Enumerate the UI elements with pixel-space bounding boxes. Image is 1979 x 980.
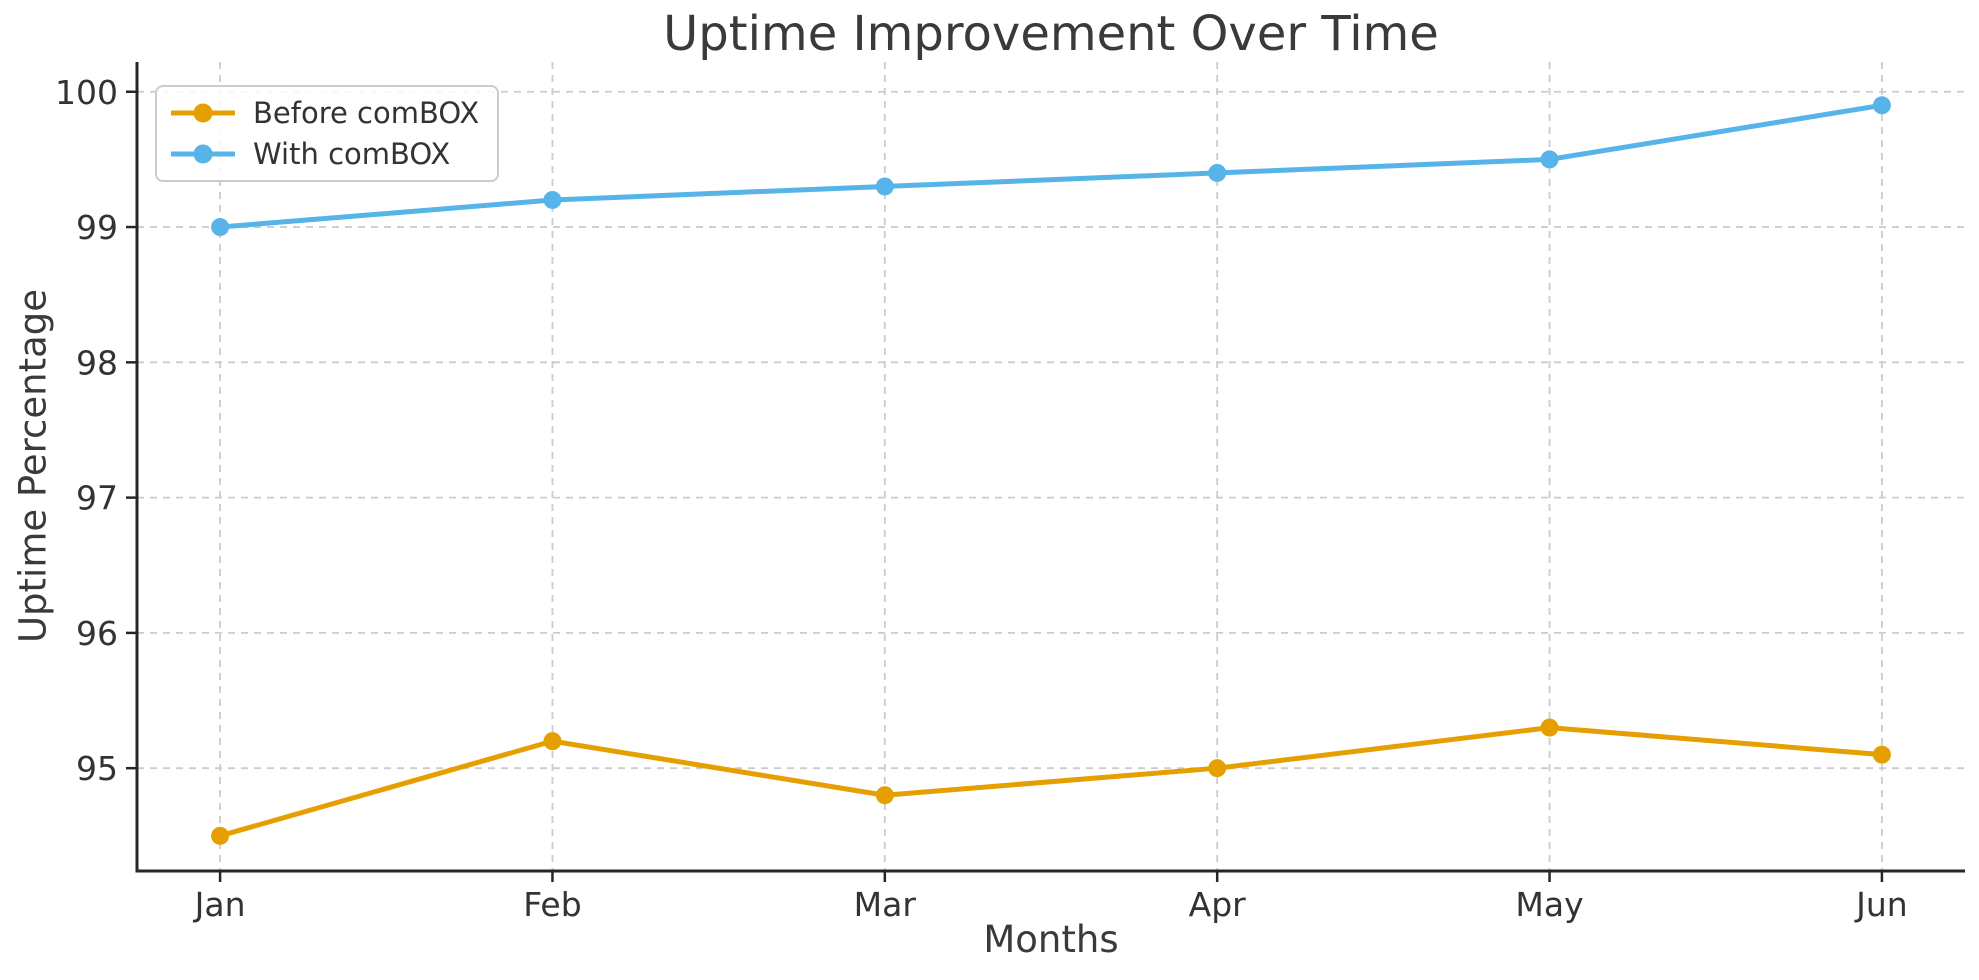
data-point-marker [1540, 718, 1559, 737]
data-point-marker [1208, 163, 1227, 182]
series-line-with-combox [217, 102, 1885, 230]
data-point-marker [543, 732, 562, 751]
x-tick-label: Jun [1854, 885, 1908, 924]
data-point-marker [1872, 96, 1891, 115]
x-tick-label: Feb [523, 885, 581, 924]
data-point-marker [875, 177, 894, 196]
legend-label: Before comBOX [253, 96, 480, 130]
data-point-marker [211, 218, 230, 237]
data-point-marker [211, 826, 230, 845]
legend-box: Before comBOX With comBOX [155, 85, 500, 182]
data-point-marker [1872, 745, 1891, 764]
legend-item-before-combox: Before comBOX [171, 96, 479, 130]
legend-line-marker-icon [171, 144, 235, 164]
y-tick-label: 97 [76, 479, 118, 518]
x-tick-label: Jan [193, 885, 246, 924]
x-axis-label: Months [983, 918, 1119, 961]
y-tick-label: 99 [76, 208, 118, 247]
legend-line-marker-icon [171, 103, 235, 123]
data-point-marker [875, 786, 894, 805]
x-tick-label: May [1515, 885, 1583, 924]
y-tick-label: 98 [76, 343, 118, 382]
legend-label: With comBOX [253, 137, 451, 171]
y-tick-label: 95 [76, 749, 118, 788]
series-line-before-combox [217, 725, 1885, 839]
x-tick-label: Apr [1189, 885, 1247, 924]
y-tick-label: 100 [55, 73, 118, 112]
data-point-marker [1208, 759, 1227, 778]
data-point-marker [1540, 150, 1559, 169]
data-point-marker [543, 190, 562, 209]
chart-title: Uptime Improvement Over Time [663, 6, 1439, 62]
y-tick-label: 96 [76, 614, 118, 653]
x-tick-label: Mar [854, 885, 917, 924]
legend-item-with-combox: With comBOX [171, 137, 479, 171]
